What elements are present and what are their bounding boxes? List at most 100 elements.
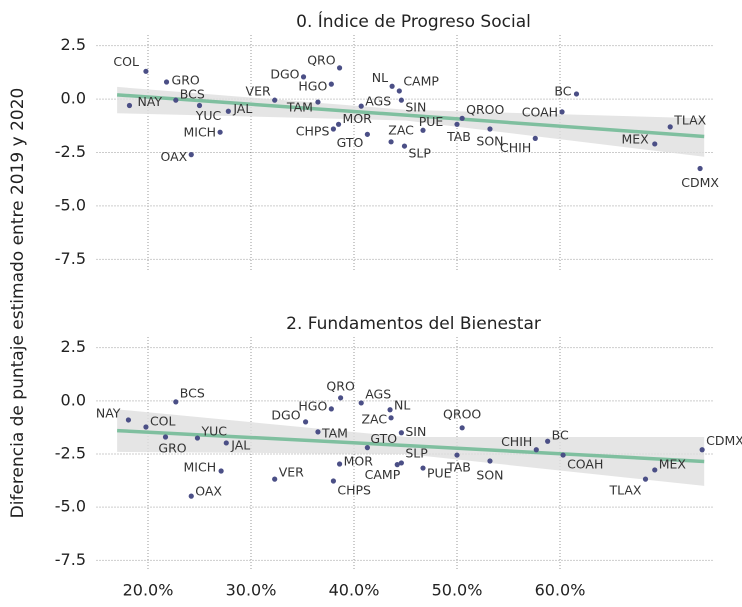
trend-line [116,93,705,139]
point [173,97,179,103]
point-label: COL [113,54,139,69]
point-label: TAB [446,460,471,475]
point-label: NAY [96,405,121,420]
point [162,434,169,440]
point [336,65,343,71]
point-label: NL [394,397,410,412]
point [387,407,393,413]
point-label: QROO [443,406,481,421]
x-tick-label: 40.0% [329,581,380,600]
point [667,124,673,130]
point [533,447,539,453]
point-label: VER [279,465,304,480]
point-label: MOR [343,111,373,126]
point-label: COL [150,413,176,428]
y-tick-label: -2.5 [55,142,86,161]
panel-title: 0. Índice de Progreso Social [296,10,531,32]
point [487,458,493,464]
point-label: BC [554,83,571,98]
point-label: SLP [408,146,431,161]
point-label: CAMP [403,73,439,88]
point-label: TLAX [673,112,706,127]
point [188,493,194,499]
point-label: GRO [172,73,200,88]
point [454,121,460,127]
point-label: JAL [232,101,252,116]
point-label: SON [476,468,503,483]
point-label: CHPS [337,483,371,498]
point [420,465,426,471]
point [330,126,336,132]
point [559,109,565,115]
point [272,476,278,482]
point [315,99,321,105]
point-label: VER [246,84,271,99]
y-tick-label: -2.5 [55,444,86,463]
point [389,83,395,89]
point [364,445,370,451]
point [545,438,551,444]
x-tick-label: 30.0% [226,581,277,600]
point-label: NAY [137,94,162,109]
point-label: SIN [405,424,426,439]
point [388,415,394,421]
point [459,115,465,121]
point [315,429,321,435]
point [188,152,194,158]
point-label: CHIH [501,434,532,449]
point-label: MOR [344,453,374,468]
point-label: SON [476,134,503,149]
point-label: OAX [195,484,222,499]
point-label: CHPS [296,124,330,139]
point-label: CDMX [681,175,719,190]
point-label: COAH [567,457,603,472]
point [398,430,404,436]
point [143,68,149,74]
point-label: MEX [659,456,687,471]
point-label: SLP [405,445,428,460]
point [697,165,703,172]
point-label: DGO [271,407,300,422]
point-label: GTO [370,431,397,446]
point [194,435,201,441]
point-label: BCS [180,385,205,400]
point-label: NL [372,70,388,85]
point [652,141,658,147]
point [652,467,658,473]
point [459,425,465,431]
point [335,121,342,127]
x-tick-label: 20.0% [123,581,174,600]
trend-line [117,428,705,464]
point-label: DGO [270,66,299,81]
point-label: YUC [200,424,227,439]
point-label: TAM [321,425,348,440]
x-tick-label: 60.0% [535,581,586,600]
point-label: QRO [326,378,355,393]
y-tick-label: -5.0 [55,497,86,516]
point [218,468,224,474]
point [364,131,370,137]
point [642,476,649,482]
point [394,462,400,468]
point [143,424,149,430]
point [225,108,231,114]
point [338,395,344,401]
point [272,97,278,103]
y-tick-label: -5.0 [55,195,86,214]
point [196,102,203,109]
point-label: CHIH [500,140,531,155]
point-label: QRO [307,52,336,67]
point [223,440,229,446]
point-label: QROO [466,102,504,117]
point [454,452,460,458]
point [328,81,334,87]
y-tick-label: 2.5 [61,337,86,356]
point-label: AGS [365,386,391,401]
point [302,419,309,425]
point-label: YUC [195,108,222,123]
point-label: SIN [405,100,426,115]
point-label: ZAC [361,411,387,426]
point [173,399,179,405]
point-label: GTO [337,135,364,150]
